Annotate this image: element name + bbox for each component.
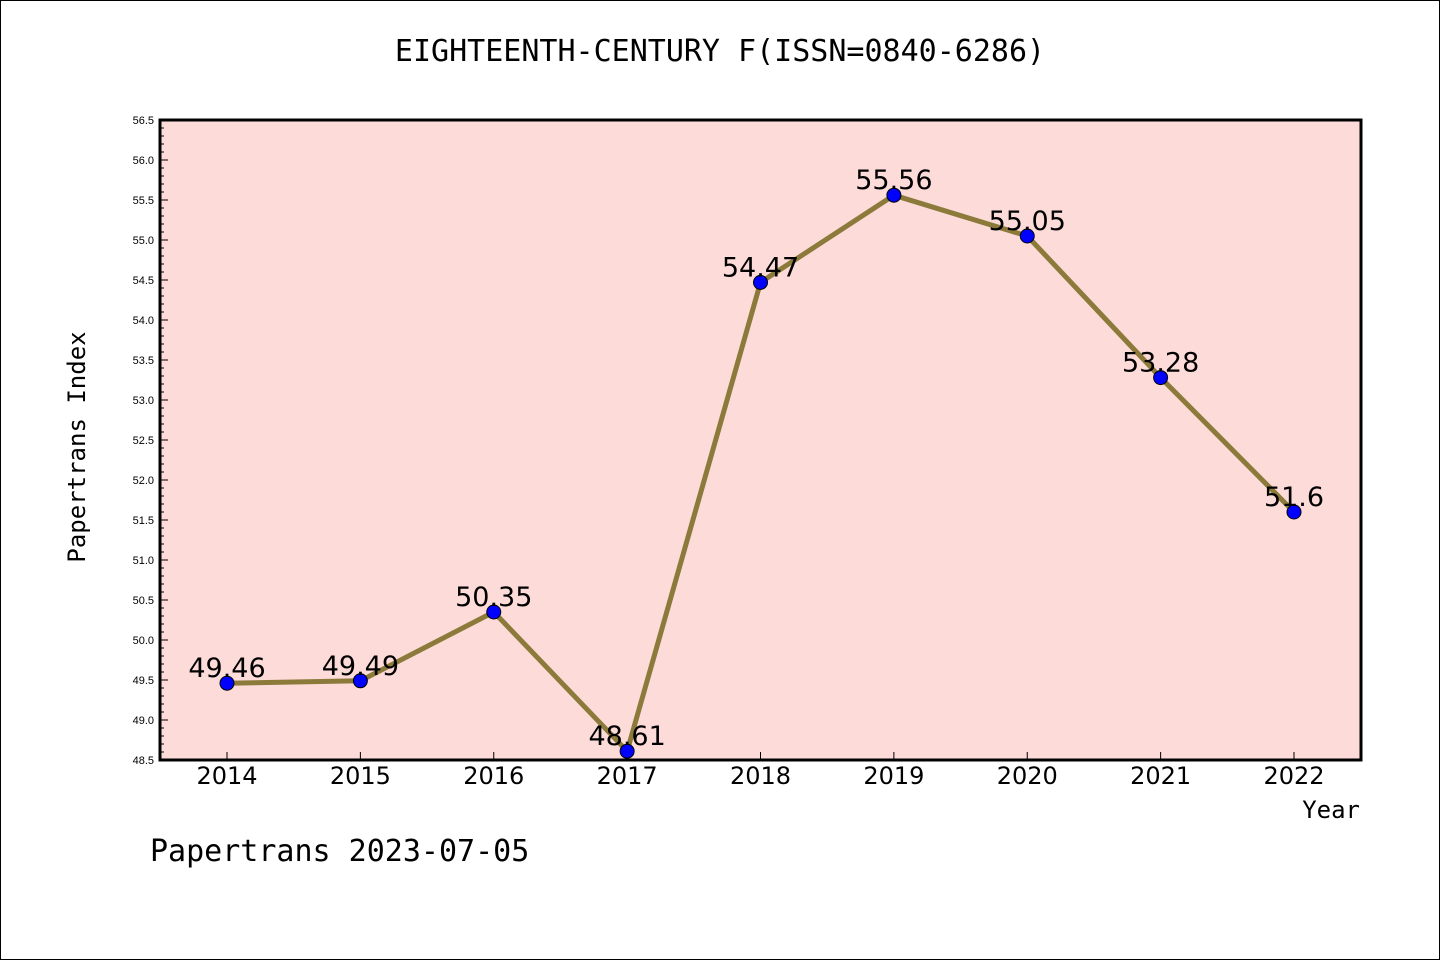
- data-point: [753, 274, 768, 290]
- x-axis-label: Year: [1302, 796, 1360, 824]
- data-point: [619, 743, 635, 759]
- plot-border: [158, 118, 1363, 762]
- data-label: 49.46: [188, 653, 265, 684]
- data-label: 54.47: [722, 252, 799, 283]
- data-label: 50.35: [455, 582, 532, 613]
- y-tick-label: 55.5: [133, 195, 154, 207]
- plot-area: [160, 120, 1361, 760]
- y-tick-label: 56.5: [133, 115, 154, 127]
- data-point: [1153, 370, 1169, 386]
- data-label: 53.28: [1122, 348, 1199, 379]
- y-tick-label: 52.0: [133, 475, 154, 487]
- y-tick-label: 53.5: [133, 355, 154, 367]
- y-tick-label: 56.0: [133, 155, 154, 167]
- data-point: [352, 673, 368, 689]
- series-markers: [219, 187, 1302, 759]
- x-tick-label: 2016: [463, 762, 524, 790]
- y-tick-label: 54.0: [133, 315, 154, 327]
- data-label: 48.61: [588, 721, 665, 752]
- y-tick-label: 50.5: [133, 595, 154, 607]
- data-label: 55.05: [989, 206, 1066, 237]
- chart-title: EIGHTEENTH-CENTURY F(ISSN=0840-6286): [394, 34, 1046, 69]
- x-tick-label: 2022: [1263, 762, 1324, 790]
- x-tick-label: 2017: [597, 762, 658, 790]
- x-tick-label: 2021: [1130, 762, 1191, 790]
- x-tick-label: 2015: [330, 762, 391, 790]
- y-tick-label: 53.0: [133, 395, 154, 407]
- data-label: 49.49: [322, 651, 399, 682]
- x-tick-label: 2019: [863, 762, 924, 790]
- data-point: [1019, 228, 1035, 244]
- y-tick-label: 49.5: [133, 675, 154, 687]
- x-tick-label: 2020: [997, 762, 1058, 790]
- data-point: [886, 187, 902, 203]
- data-labels: 49.46 49.49 50.35 48.61 54.47 55.56 55.05 53.28…: [188, 165, 1324, 752]
- y-tick-label: 51.0: [133, 555, 154, 567]
- x-axis-ticks: 2014 2015 2016 2017 2018 2019 2020 2021 2022: [196, 752, 1325, 790]
- y-tick-label: 50.0: [133, 635, 154, 647]
- data-point: [219, 675, 235, 691]
- data-point: [1286, 504, 1302, 520]
- y-tick-label: 49.0: [133, 715, 154, 727]
- footer-watermark: Papertrans 2023-07-05: [150, 834, 530, 869]
- y-tick-label: 48.5: [133, 755, 154, 767]
- data-point: [486, 604, 502, 620]
- x-tick-label: 2014: [196, 762, 257, 790]
- y-tick-label: 52.5: [133, 435, 154, 447]
- x-tick-label: 2018: [730, 762, 791, 790]
- y-tick-label: 51.5: [133, 515, 154, 527]
- data-label: 55.56: [855, 165, 932, 196]
- y-tick-label: 55.0: [133, 235, 154, 247]
- data-label: 51.6: [1264, 482, 1324, 513]
- y-axis-ticks: 48.5 49.0 49.5 50.0 50.5 51.0 51.5 52.0 52.5 53.0…: [133, 115, 168, 767]
- y-tick-label: 54.5: [133, 275, 154, 287]
